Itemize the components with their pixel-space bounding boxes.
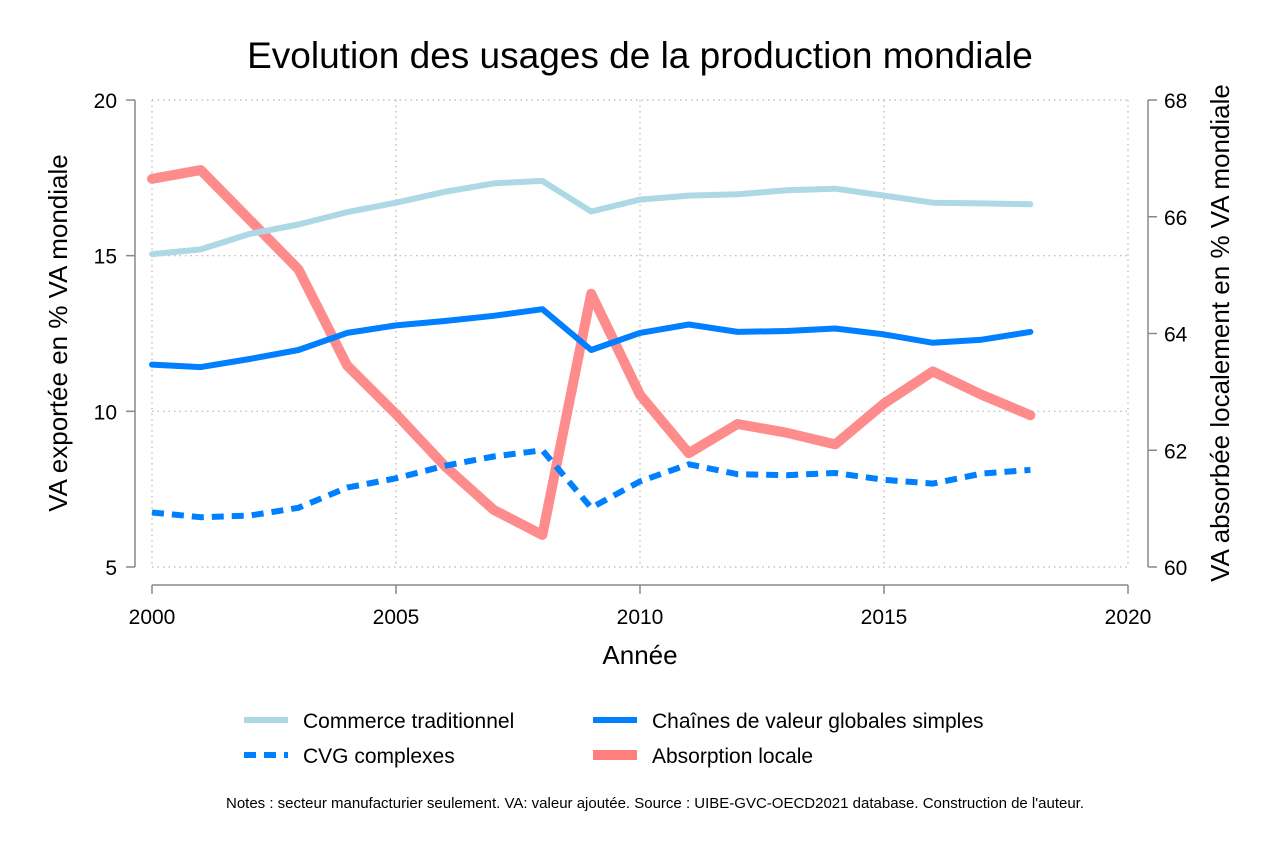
left-y-tick-label: 15 [94, 246, 117, 269]
left-y-tick-label: 20 [94, 90, 117, 113]
left-y-axis-title: VA exportée en % VA mondiale [43, 154, 73, 512]
x-tick-label: 2010 [617, 606, 664, 629]
right-y-tick-label: 64 [1164, 324, 1188, 347]
x-tick-label: 2000 [129, 606, 176, 629]
legend-label-cvg-complexes: CVG complexes [303, 745, 455, 768]
series-line-absorption-locale [147, 165, 1036, 540]
x-tick-label: 2015 [861, 606, 908, 629]
left-y-tick-label: 10 [94, 401, 117, 424]
right-y-ticks: 60 62 64 66 68 [1148, 90, 1188, 580]
left-y-ticks: 5 10 15 20 [94, 90, 135, 580]
x-tick-label: 2005 [373, 606, 420, 629]
x-tick-label: 2020 [1105, 606, 1152, 629]
series-line-cvg-complexes [151, 447, 1031, 521]
legend: Commerce traditionnel Chaînes de valeur … [244, 710, 984, 768]
right-y-tick-label: 66 [1164, 207, 1187, 230]
legend-label-commerce-traditionnel: Commerce traditionnel [303, 710, 514, 733]
right-y-tick-label: 62 [1164, 440, 1187, 463]
right-y-tick-label: 60 [1164, 557, 1187, 580]
legend-label-absorption-locale: Absorption locale [652, 745, 813, 768]
series-line-chaines-de-valeur-globales-simples [149, 306, 1034, 371]
right-y-tick-label: 68 [1164, 90, 1187, 113]
legend-label-cvg-simples: Chaînes de valeur globales simples [652, 710, 984, 733]
x-axis-title: Année [602, 640, 677, 670]
series-line-commerce-traditionnel [149, 177, 1034, 258]
left-y-tick-label: 5 [105, 557, 117, 580]
right-y-axis-title: VA absorbée localement en % VA mondiale [1205, 84, 1235, 582]
chart-note: Notes : secteur manufacturier seulement.… [226, 795, 1084, 812]
chart-title: Evolution des usages de la production mo… [247, 35, 1033, 76]
x-ticks: 2000 2005 2010 2015 2020 [129, 585, 1152, 629]
series-lines [147, 165, 1036, 540]
